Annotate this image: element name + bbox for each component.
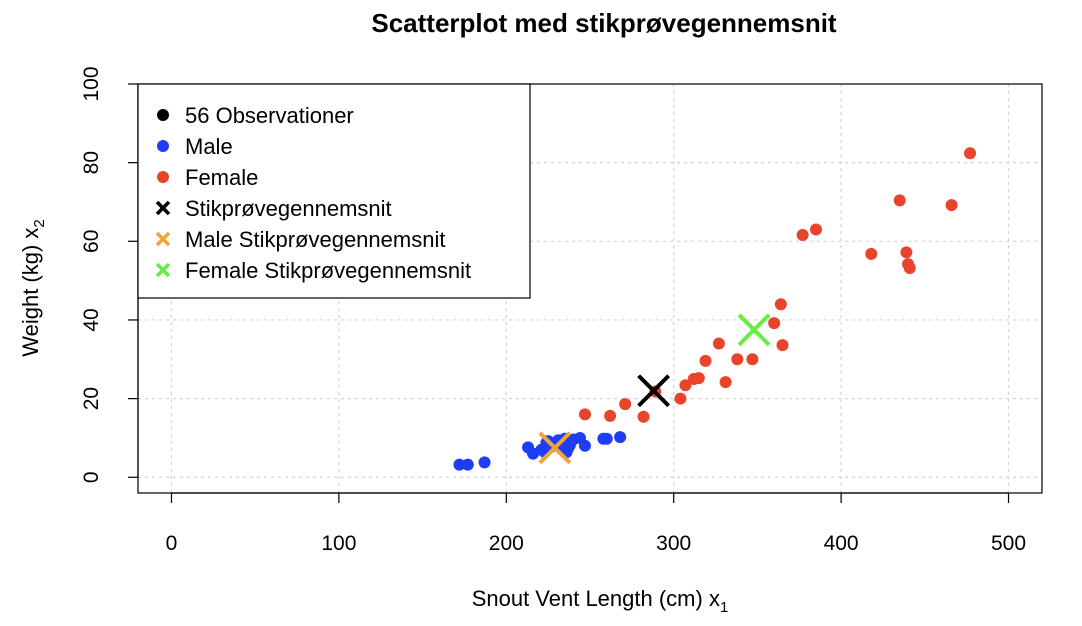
x-tick-label: 100	[321, 532, 356, 555]
legend-label: Male Stikprøvegennemsnit	[185, 227, 445, 252]
female-point	[719, 376, 732, 389]
legend-x-icon	[155, 231, 171, 247]
male-point	[461, 458, 474, 471]
legend-x-icon	[155, 200, 171, 216]
female-point	[768, 317, 781, 330]
x-axis-label-text: Snout Vent Length (cm) x	[472, 586, 720, 611]
legend-label: Male	[185, 134, 233, 159]
female-point	[964, 147, 977, 160]
chart-title: Scatterplot med stikprøvegennemsnit	[371, 8, 837, 38]
data-points	[453, 147, 977, 471]
male-point	[614, 431, 627, 444]
y-tick-label: 100	[80, 66, 103, 101]
legend-dot-icon	[157, 171, 169, 183]
y-axis-label: Weight (kg) x2	[18, 219, 48, 357]
legend-x-icon	[155, 262, 171, 278]
x-tick-label: 0	[166, 532, 178, 555]
female-point	[900, 246, 913, 259]
male-point	[578, 439, 591, 452]
y-axis: 0 20 40 60 80 100	[80, 66, 139, 483]
y-tick-label: 60	[80, 230, 103, 253]
female-point	[774, 298, 787, 311]
x-tick-label: 200	[489, 532, 524, 555]
x-axis-label: Snout Vent Length (cm) x1	[472, 586, 729, 616]
female-point	[865, 247, 878, 260]
female-point	[893, 194, 906, 207]
female-point	[903, 262, 916, 275]
female-point	[604, 409, 617, 422]
y-tick-label: 80	[80, 151, 103, 174]
legend-label: Female Stikprøvegennemsnit	[185, 258, 471, 283]
legend-box	[137, 83, 531, 299]
legend: 56 Observationer Male Female Stikprøvegenne…	[137, 83, 531, 299]
male-point	[478, 456, 491, 469]
female-point	[776, 339, 789, 352]
female-point	[578, 408, 591, 421]
legend-dot-icon	[157, 140, 169, 152]
x-tick-label: 500	[991, 532, 1026, 555]
male-point	[600, 432, 613, 445]
legend-label: 56 Observationer	[185, 103, 354, 128]
female-stikpr-vegennemsnit-mean-marker	[737, 313, 771, 347]
y-axis-label-text: Weight (kg) x	[18, 228, 43, 357]
female-point	[692, 372, 705, 385]
x-tick-label: 300	[656, 532, 691, 555]
female-point	[712, 337, 725, 350]
female-point	[637, 410, 650, 423]
female-point	[746, 353, 759, 366]
legend-dot-icon	[157, 109, 169, 121]
legend-label: Stikprøvegennemsnit	[185, 196, 392, 221]
y-tick-label: 0	[80, 471, 103, 483]
female-point	[945, 199, 958, 212]
legend-label: Female	[185, 165, 258, 190]
female-point	[699, 354, 712, 367]
y-axis-label-subscript: 2	[31, 219, 48, 227]
y-tick-label: 40	[80, 308, 103, 331]
male-stikpr-vegennemsnit-mean-marker	[538, 431, 572, 465]
female-point	[796, 229, 809, 242]
x-axis-label-subscript: 1	[720, 599, 728, 616]
male-point	[453, 458, 466, 471]
female-point	[679, 379, 692, 392]
x-tick-label: 400	[824, 532, 859, 555]
x-axis: 0 100 200 300 400 500	[166, 492, 1026, 555]
female-point	[731, 353, 744, 366]
female-point	[810, 223, 822, 236]
female-point	[619, 398, 632, 411]
stikpr-vegennemsnit-mean-marker	[637, 374, 671, 408]
y-tick-label: 20	[80, 387, 103, 410]
female-point	[674, 392, 687, 405]
